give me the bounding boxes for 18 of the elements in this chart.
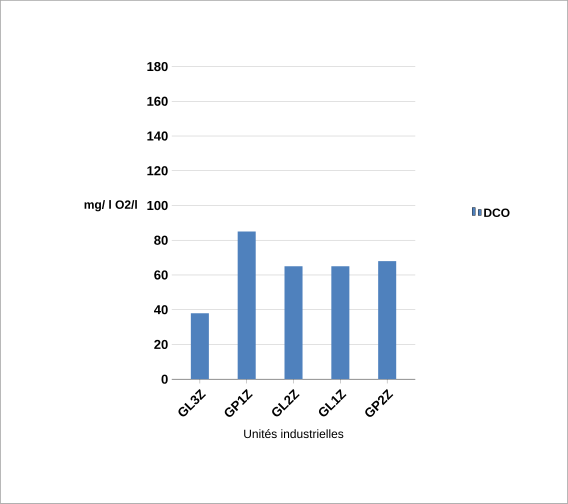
y-tick-label: 160	[147, 96, 168, 106]
bar	[331, 266, 350, 380]
y-tick-label: 180	[147, 62, 168, 72]
y-tick-label: 60	[154, 270, 168, 280]
y-tick-label: 140	[147, 131, 168, 141]
y-tick-label: 0	[162, 374, 168, 384]
y-tick-label: 80	[154, 236, 168, 245]
bar	[378, 261, 396, 380]
y-tick-label: 20	[154, 340, 168, 350]
y-tick-label: 120	[147, 166, 168, 176]
bar	[284, 266, 303, 380]
y-tick-label: 100	[147, 200, 168, 210]
bar	[190, 313, 209, 380]
y-tick-label: 40	[154, 305, 168, 314]
x-axis-title: Unités industrielles	[244, 429, 344, 438]
bar	[238, 232, 256, 380]
y-axis-title: mg/ l O2/l	[84, 200, 137, 212]
legend-label: DCO	[484, 208, 510, 218]
